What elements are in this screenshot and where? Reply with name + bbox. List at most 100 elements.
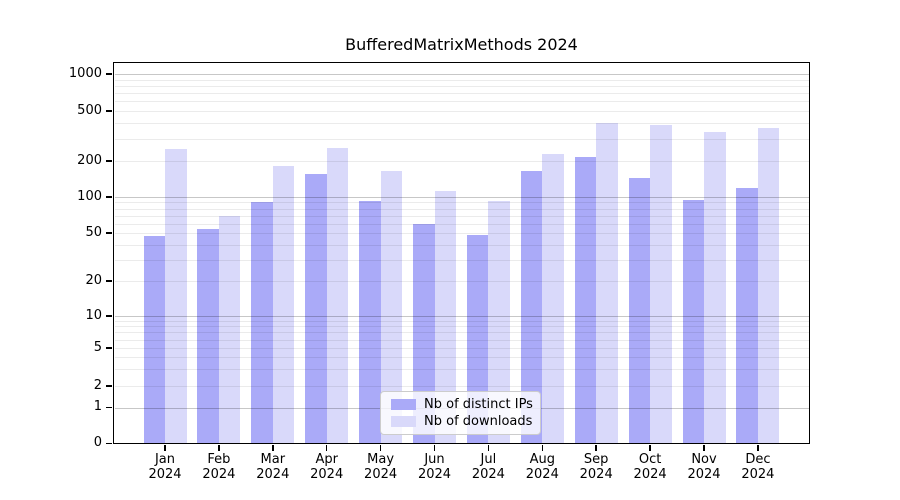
- y-tick: [106, 406, 112, 409]
- x-tick-month: May: [367, 452, 395, 467]
- x-tick-label: Dec 2024: [727, 452, 789, 482]
- minor-gridline: [114, 233, 809, 234]
- major-gridline: [114, 316, 809, 317]
- x-tick: [379, 444, 382, 451]
- x-tick: [703, 444, 705, 451]
- major-gridline: [114, 74, 809, 75]
- bar-downloads-jun: [434, 190, 456, 444]
- x-tick-year: 2024: [417, 467, 452, 482]
- x-tick-label: Feb 2024: [188, 452, 250, 482]
- x-tick-month: Feb: [207, 452, 231, 467]
- bar-downloads-jul: [488, 200, 510, 444]
- x-tick-month: Jun: [424, 452, 445, 467]
- x-tick: [541, 444, 544, 451]
- minor-gridline: [114, 138, 809, 140]
- x-tick-year: 2024: [256, 467, 290, 482]
- x-tick: [218, 444, 220, 451]
- y-tick: [106, 442, 112, 445]
- minor-gridline: [114, 357, 809, 359]
- x-tick-label: Nov 2024: [673, 452, 735, 482]
- bar-downloads-sep: [596, 123, 618, 444]
- x-tick-year: 2024: [364, 467, 398, 482]
- y-tick-label: 200: [77, 152, 102, 168]
- x-tick-label: Oct 2024: [619, 452, 681, 482]
- legend-entry-distinct-ips: Nb of distinct IPs: [391, 397, 534, 412]
- x-tick-label: Apr 2024: [296, 452, 358, 482]
- bar-downloads-aug: [542, 154, 564, 444]
- x-tick-label: May 2024: [350, 452, 412, 482]
- legend: Nb of distinct IPs Nb of downloads: [380, 391, 541, 435]
- y-tick-label: 100: [77, 188, 102, 204]
- major-gridline: [114, 197, 809, 198]
- bar-downloads-oct: [650, 124, 672, 444]
- bar-distinct-ips-may: [359, 200, 381, 444]
- x-tick-label: Jan 2024: [134, 452, 196, 482]
- minor-gridline: [114, 208, 809, 210]
- minor-gridline: [114, 386, 809, 387]
- legend-label-distinct-ips: Nb of distinct IPs: [424, 396, 533, 412]
- x-tick-month: Oct: [638, 452, 662, 467]
- x-tick-month: Dec: [745, 452, 771, 467]
- minor-gridline: [114, 85, 809, 87]
- x-tick-year: 2024: [525, 467, 559, 482]
- y-tick: [106, 232, 112, 234]
- x-tick-month: Mar: [260, 452, 286, 467]
- y-tick-label: 1: [93, 399, 102, 414]
- bar-distinct-ips-mar: [251, 201, 273, 444]
- bar-distinct-ips-dec: [736, 187, 758, 444]
- x-tick-label: Aug 2024: [511, 452, 573, 482]
- x-tick-year: 2024: [148, 467, 182, 482]
- bar-downloads-feb: [218, 215, 241, 444]
- bar-distinct-ips-apr: [305, 173, 327, 444]
- minor-gridline: [114, 93, 809, 95]
- x-tick-label: Jun 2024: [404, 452, 466, 482]
- bar-distinct-ips-jun: [413, 223, 435, 444]
- y-tick-label: 500: [77, 102, 102, 118]
- bar-distinct-ips-aug: [520, 170, 543, 444]
- bar-downloads-jan: [165, 149, 187, 444]
- bar-distinct-ips-oct: [628, 177, 651, 444]
- legend-entry-downloads: Nb of downloads: [391, 414, 534, 429]
- bar-downloads-nov: [704, 131, 726, 444]
- x-tick: [595, 444, 597, 451]
- y-tick-label: 10: [85, 307, 102, 323]
- minor-gridline: [114, 369, 809, 371]
- x-tick-label: Mar 2024: [242, 452, 304, 482]
- minor-gridline: [114, 339, 809, 341]
- x-tick-year: 2024: [202, 467, 236, 482]
- legend-swatch-downloads-icon: [391, 416, 416, 428]
- y-tick: [106, 315, 112, 317]
- y-tick-label: 20: [85, 272, 102, 288]
- y-tick: [106, 347, 112, 349]
- minor-gridline: [114, 332, 809, 334]
- bar-downloads-mar: [272, 166, 295, 444]
- x-tick-year: 2024: [741, 467, 775, 482]
- x-tick-month: Aug: [529, 452, 555, 467]
- x-tick-month: Nov: [691, 452, 717, 467]
- y-tick-label: 1000: [68, 65, 102, 81]
- bar-distinct-ips-sep: [574, 157, 597, 444]
- minor-gridline: [114, 79, 809, 81]
- y-tick-label: 50: [85, 224, 102, 240]
- x-tick: [325, 444, 328, 451]
- x-tick-year: 2024: [687, 467, 721, 482]
- minor-gridline: [114, 202, 809, 204]
- x-tick-month: Jan: [154, 452, 176, 467]
- minor-gridline: [114, 215, 809, 217]
- x-tick-year: 2024: [633, 467, 667, 482]
- chart-title: BufferedMatrixMethods 2024: [345, 35, 578, 54]
- minor-gridline: [114, 161, 809, 162]
- minor-gridline: [114, 259, 809, 261]
- y-tick-label: 5: [93, 339, 102, 355]
- minor-gridline: [114, 244, 809, 246]
- y-tick: [106, 73, 112, 75]
- bar-downloads-may: [380, 170, 403, 444]
- minor-gridline: [114, 348, 809, 349]
- minor-gridline: [114, 101, 809, 103]
- x-tick-label: Sep 2024: [565, 452, 627, 482]
- x-tick: [433, 444, 436, 451]
- minor-gridline: [114, 281, 809, 282]
- x-tick: [164, 444, 166, 451]
- bar-downloads-dec: [757, 127, 780, 444]
